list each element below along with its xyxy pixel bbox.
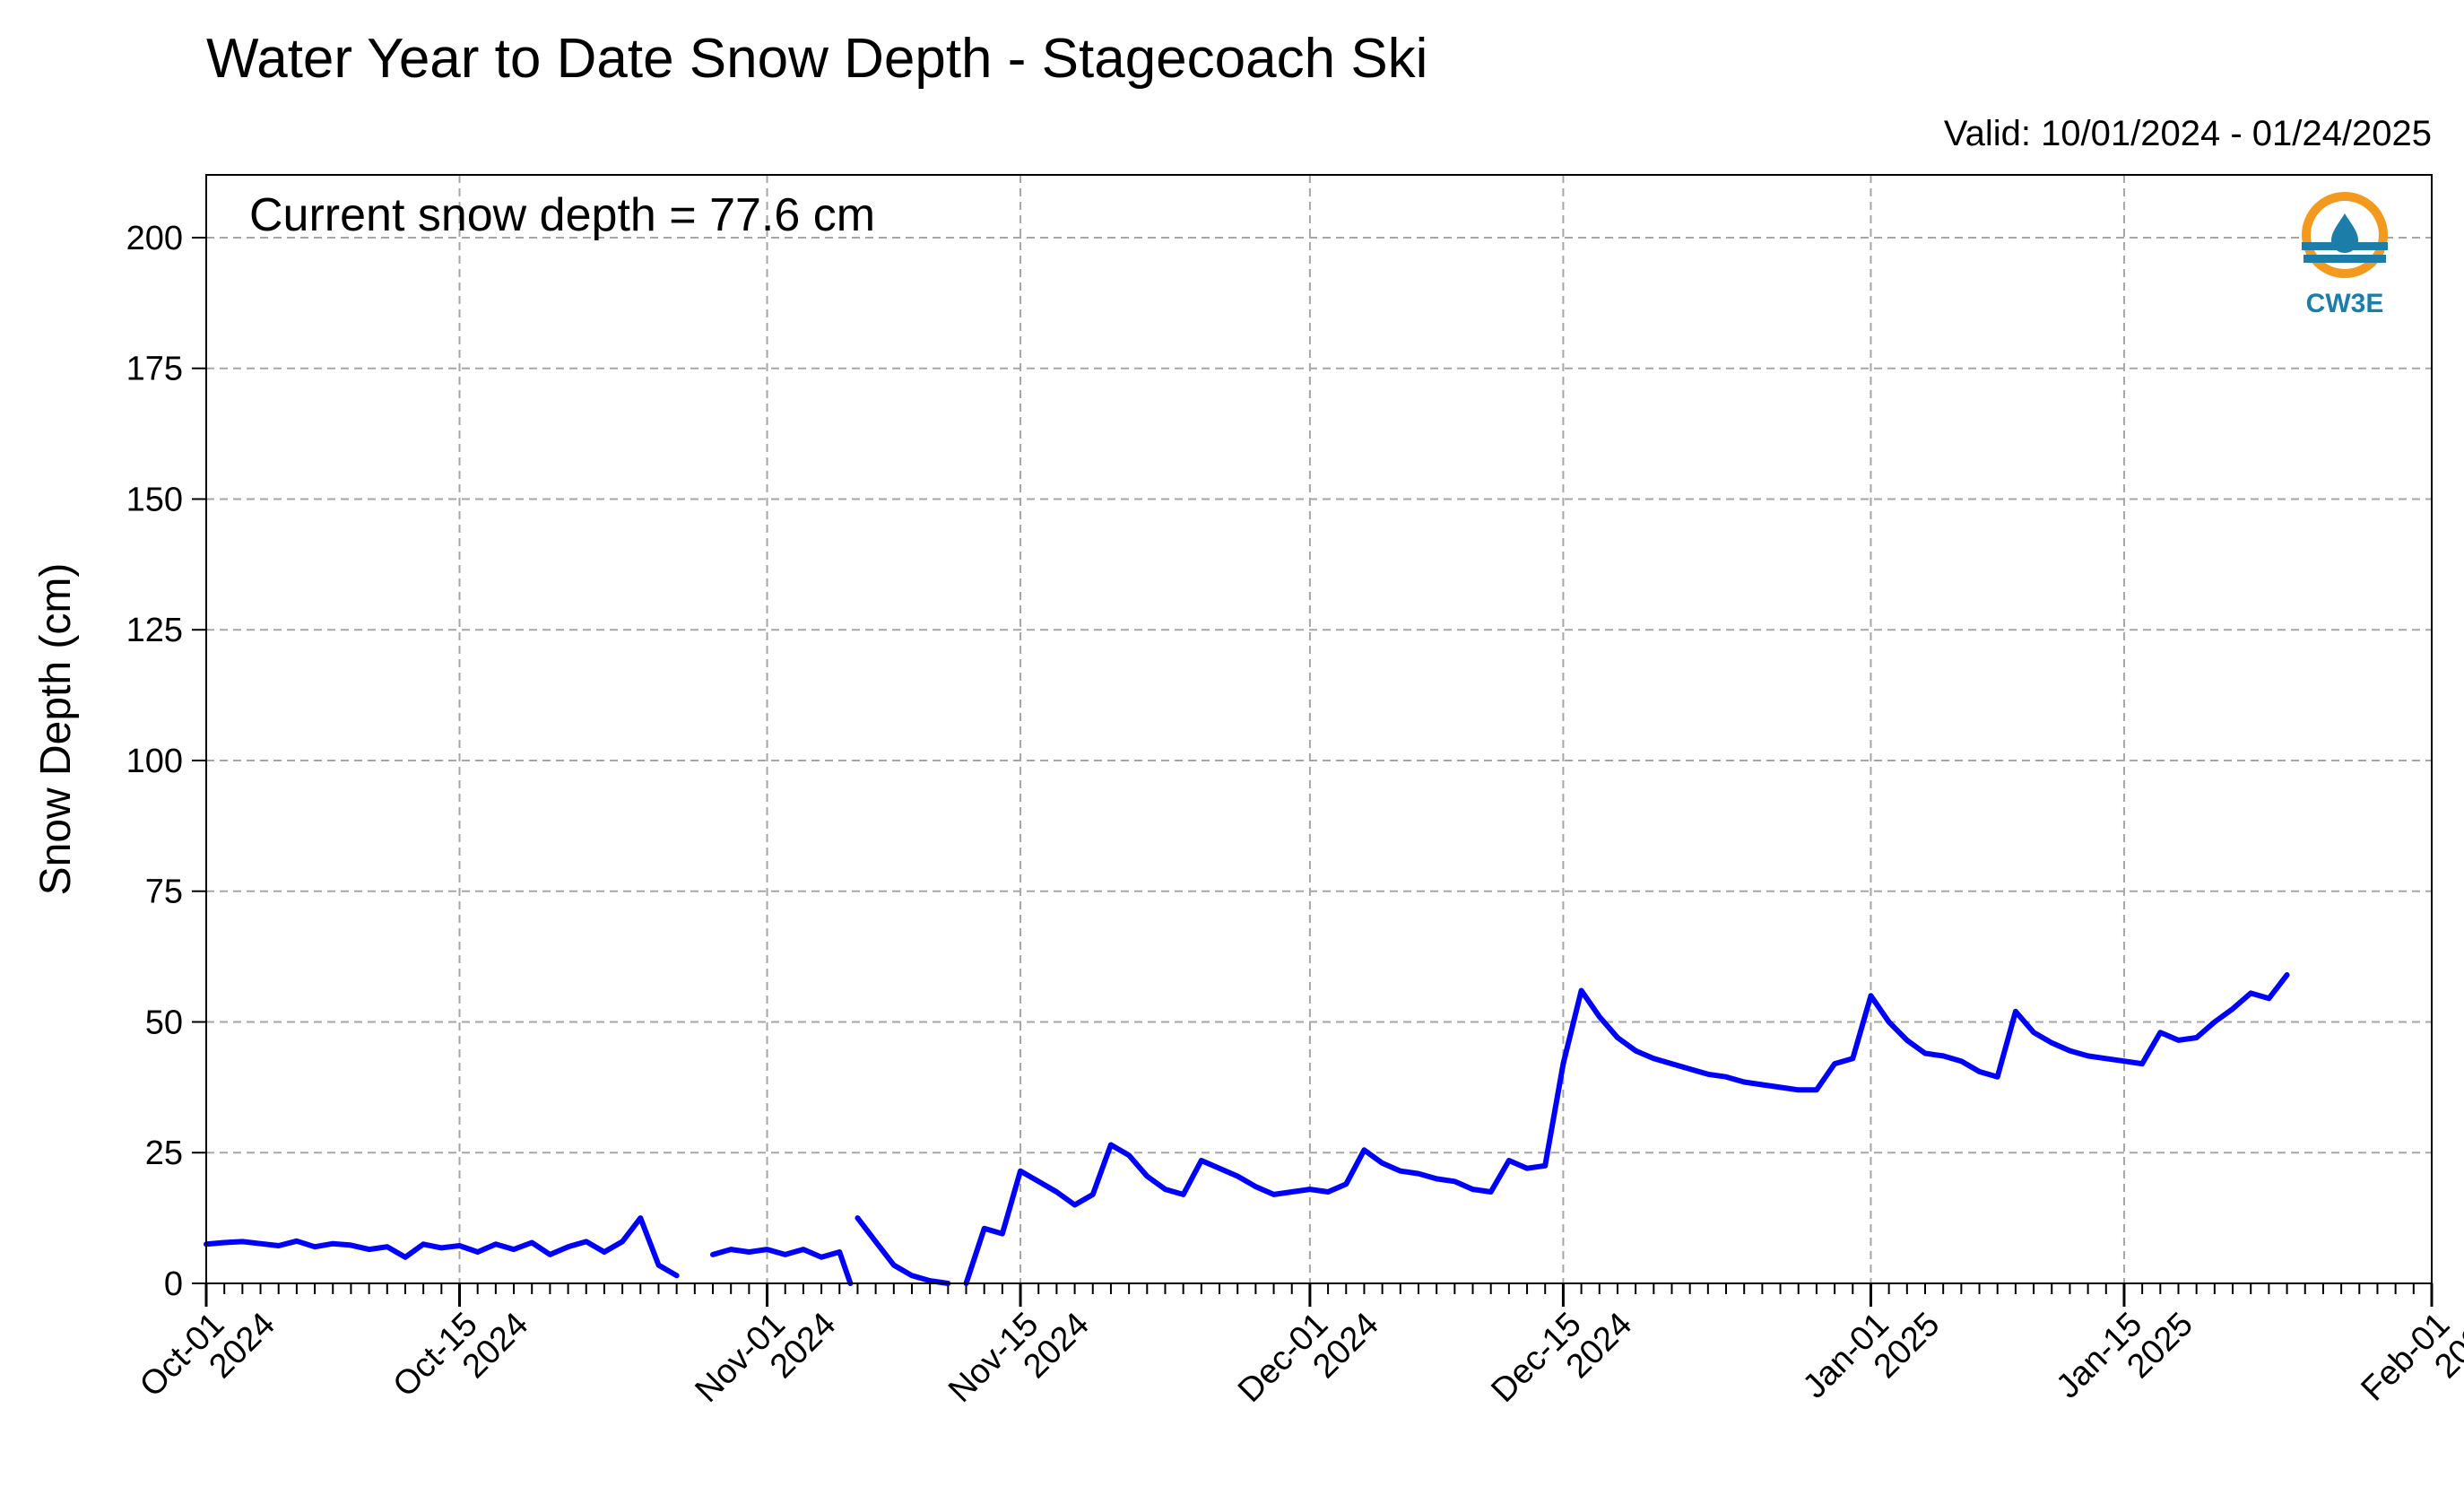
cw3e-logo: CW3E <box>2302 192 2388 318</box>
snow-depth-line-segment <box>710 1247 854 1286</box>
axis-ticks <box>192 236 2434 1307</box>
y-tick-label: 75 <box>145 874 183 911</box>
current-depth-annotation: Current snow depth = 77.6 cm <box>249 189 875 241</box>
y-axis-label: Snow Depth (cm) <box>32 563 80 896</box>
y-tick-label: 25 <box>145 1135 183 1172</box>
x-tick-label: Nov-152024 <box>941 1280 1097 1435</box>
chart-title: Water Year to Date Snow Depth - Stagecoa… <box>206 28 1427 90</box>
water-drop-icon <box>2331 213 2358 253</box>
y-tick-label: 125 <box>126 612 183 649</box>
snow-depth-line-segment <box>204 1215 680 1279</box>
x-tick-label: Dec-152024 <box>1484 1280 1639 1435</box>
logo-text: CW3E <box>2306 289 2384 318</box>
y-tick-label: 100 <box>126 743 183 780</box>
series-layer <box>204 972 2290 1286</box>
y-tick-label: 150 <box>126 481 183 518</box>
x-tick-label: Feb-012025 <box>2355 1280 2464 1433</box>
x-tick-label: Dec-012024 <box>1231 1280 1386 1435</box>
snow-depth-line-segment <box>963 972 2290 1286</box>
y-tick-label: 200 <box>126 220 183 257</box>
grid-lines <box>205 175 2433 1284</box>
snow-depth-line-segment <box>855 1215 951 1286</box>
y-tick-label: 0 <box>164 1265 183 1303</box>
plot-frame <box>205 174 2433 1284</box>
y-tick-label: 175 <box>126 351 183 388</box>
x-tick-label: Nov-012024 <box>689 1280 844 1435</box>
y-tick-label: 50 <box>145 1004 183 1041</box>
chart-subtitle: Valid: 10/01/2024 - 01/24/2025 <box>1944 114 2432 153</box>
logo-wave-2 <box>2303 255 2386 263</box>
